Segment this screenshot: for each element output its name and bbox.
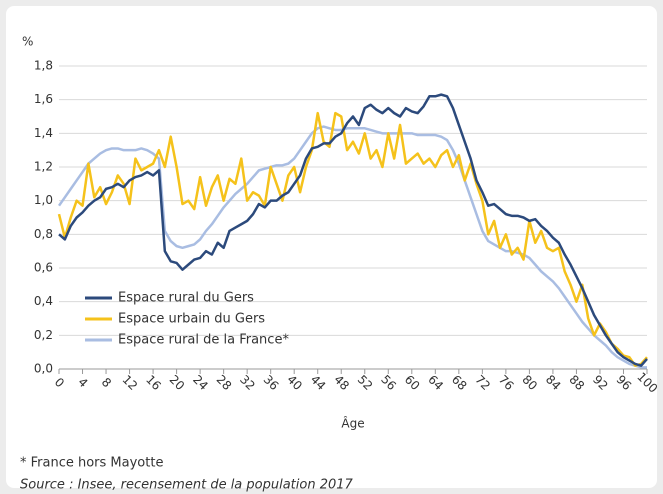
y-axis-label: % <box>22 35 33 49</box>
y-tick-label: 0,6 <box>34 261 53 275</box>
legend-label: Espace urbain du Gers <box>118 312 265 327</box>
source: Source : Insee, recensement de la popula… <box>20 478 354 493</box>
panel <box>6 6 657 488</box>
y-tick-label: 1,2 <box>34 160 53 174</box>
series-line <box>57 111 648 367</box>
legend-label: Espace rural de la France* <box>118 333 289 348</box>
series-line <box>58 93 648 367</box>
y-tick-label: 1,6 <box>34 92 53 106</box>
legend-label: Espace rural du Gers <box>118 291 254 306</box>
y-tick-label: 0,2 <box>34 328 53 342</box>
y-tick-label: 1,0 <box>34 193 53 207</box>
y-tick-label: 0,8 <box>34 227 53 241</box>
footnote: * France hors Mayotte <box>20 456 163 471</box>
x-axis-label: Âge <box>341 416 364 431</box>
y-tick-label: 0,4 <box>34 294 53 308</box>
y-tick-label: 0,0 <box>34 362 53 376</box>
y-tick-label: 1,8 <box>34 59 53 73</box>
y-tick-label: 1,4 <box>34 126 53 140</box>
